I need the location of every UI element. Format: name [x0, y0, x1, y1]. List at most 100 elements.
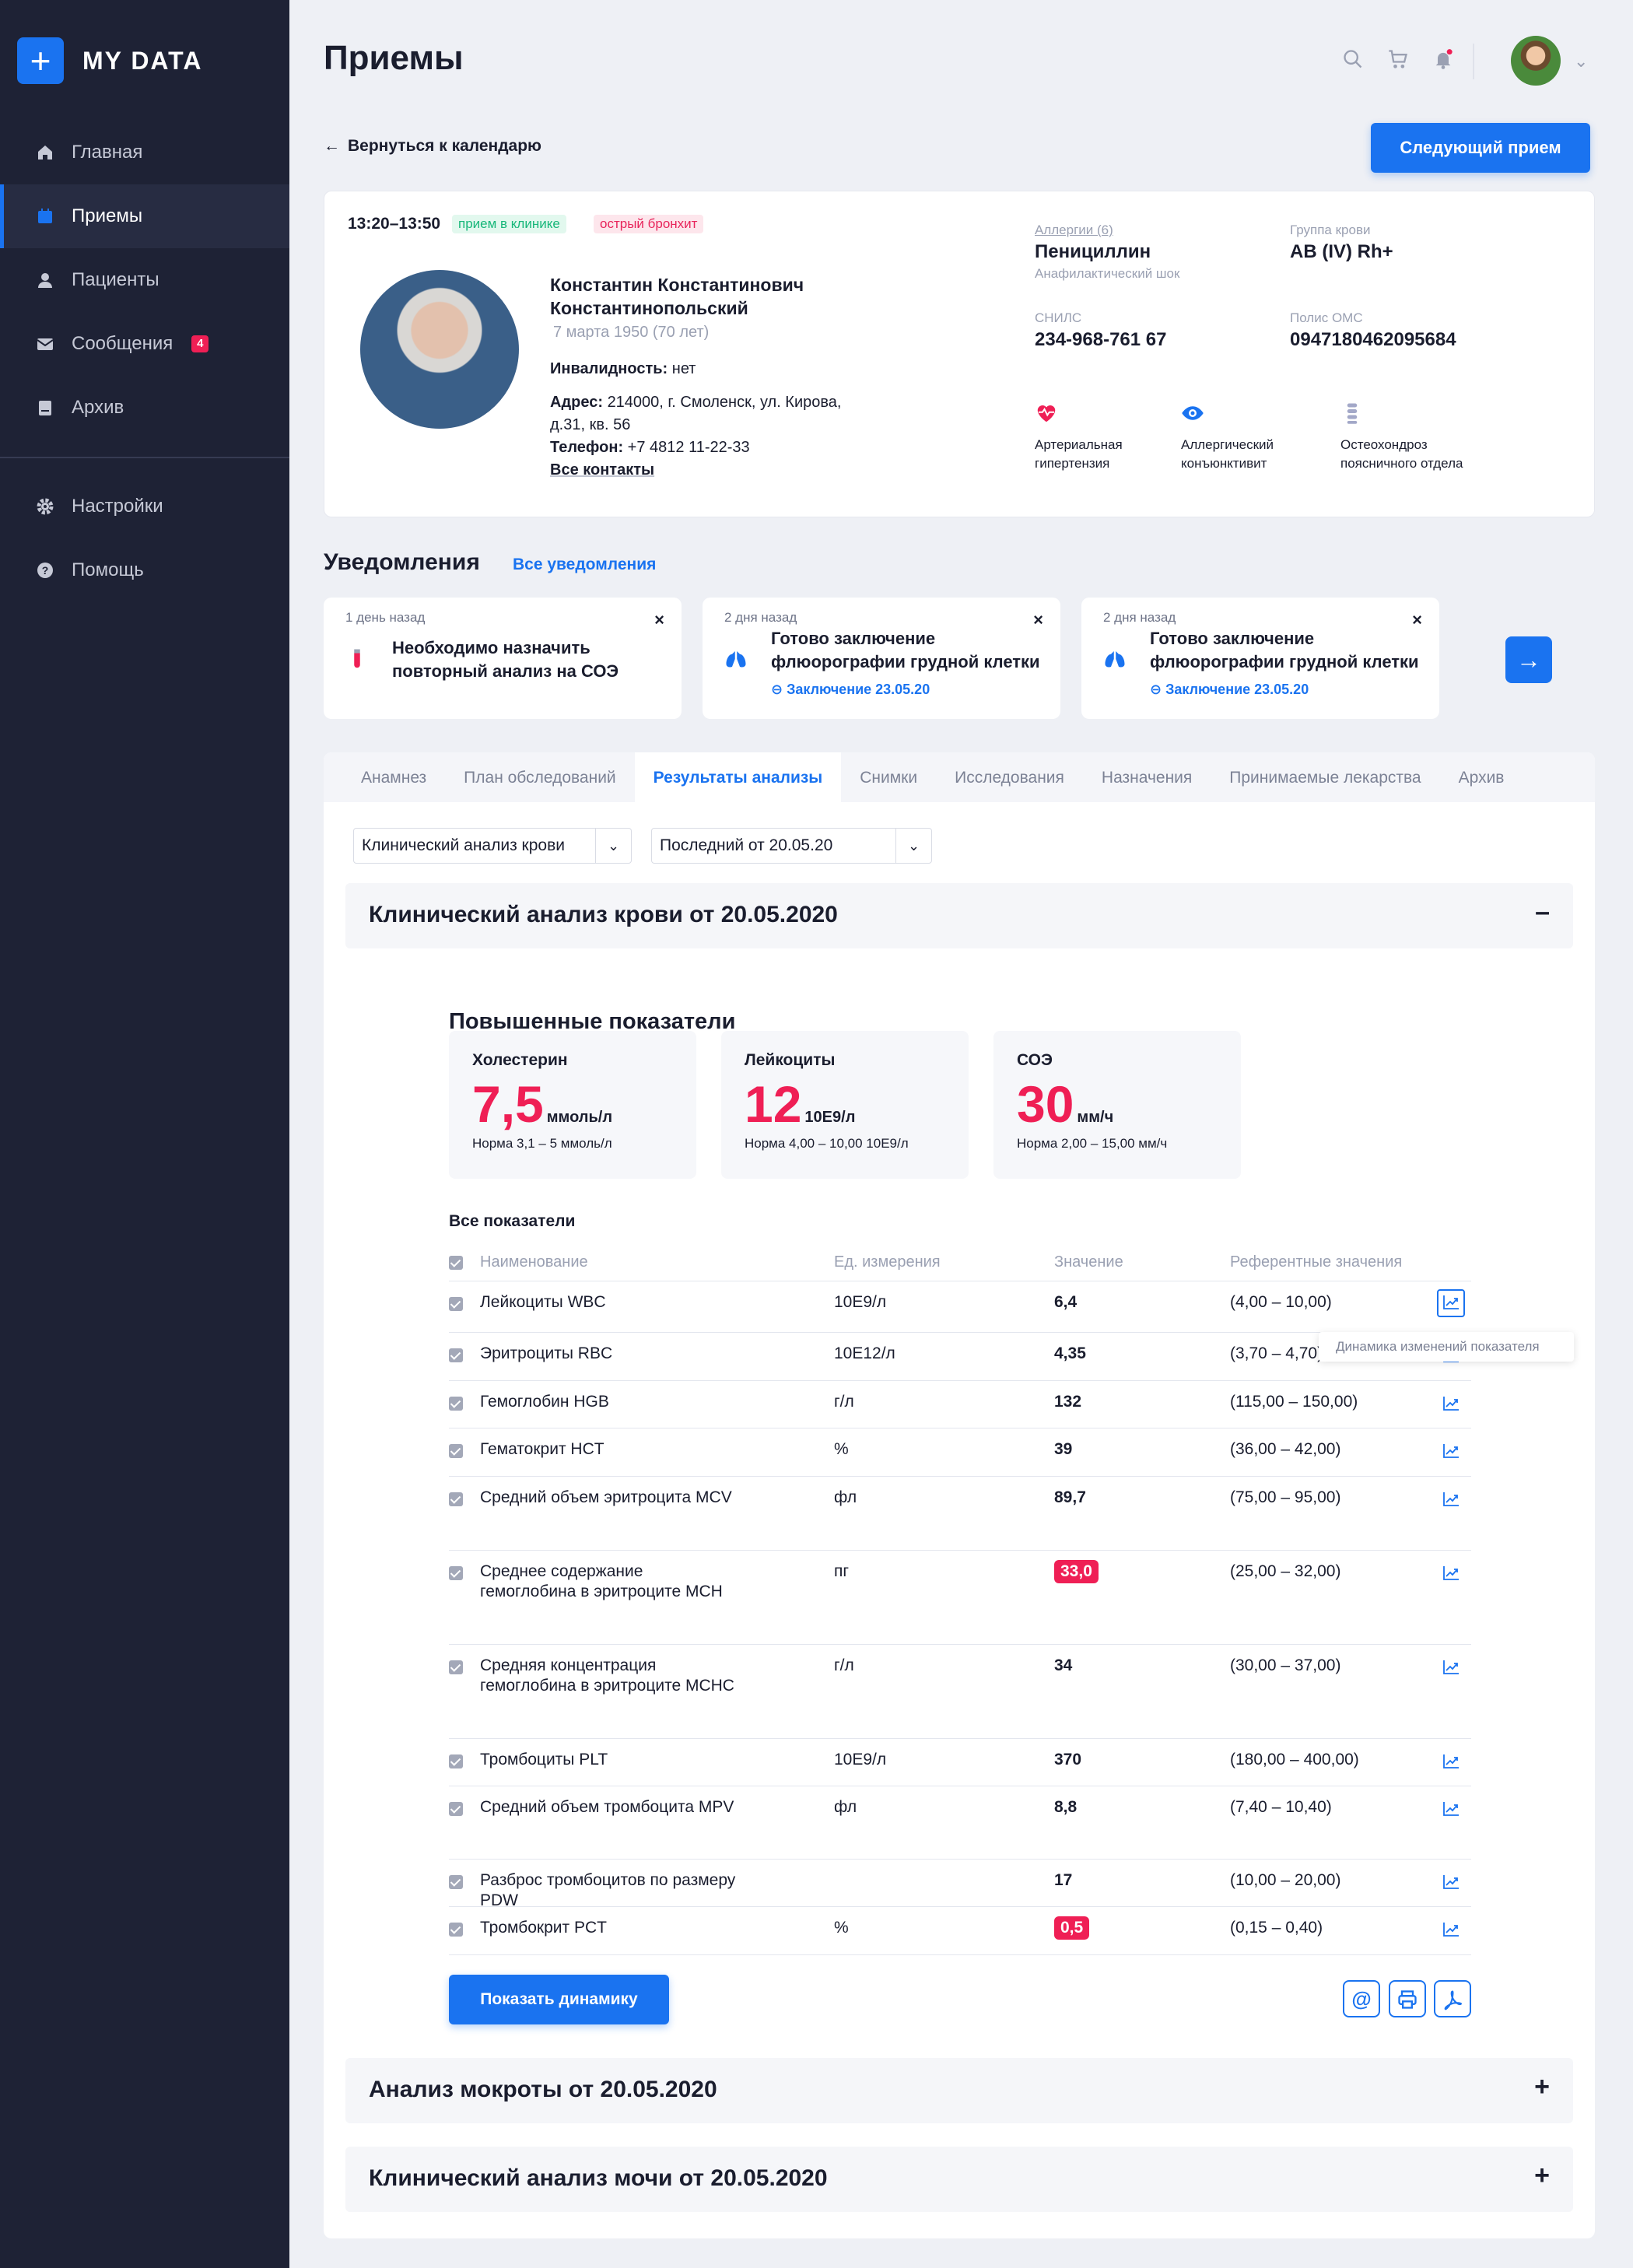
notification-text: Готово заключение флюорографии грудной к…	[1150, 629, 1419, 671]
row-checkbox[interactable]	[449, 1444, 463, 1458]
unread-badge: 4	[191, 335, 209, 352]
user-avatar[interactable]	[1511, 36, 1561, 86]
notification-card[interactable]: 2 дня назад × Готово заключение флюорогр…	[1081, 598, 1439, 719]
notification-card[interactable]: 2 дня назад × Готово заключение флюорогр…	[703, 598, 1060, 719]
all-contacts-link[interactable]: Все контакты	[550, 461, 655, 478]
row-checkbox[interactable]	[449, 1297, 463, 1311]
chevron-down-icon[interactable]: ⌄	[1574, 51, 1589, 71]
sidebar-item-appointments[interactable]: Приемы	[0, 184, 289, 248]
next-appointment-button[interactable]: Следующий прием	[1371, 123, 1590, 173]
expand-icon[interactable]: +	[1534, 2161, 1550, 2190]
search-icon[interactable]	[1342, 48, 1364, 74]
tab-test-results[interactable]: Результаты анализы	[634, 752, 842, 802]
logo[interactable]: + MY DATA	[17, 37, 202, 84]
indicator-value: 0,5	[1054, 1916, 1090, 1940]
metric-card: Лейкоциты 12 10E9/л Норма 4,00 – 10,00 10…	[721, 1031, 969, 1179]
cart-icon[interactable]	[1387, 48, 1409, 74]
analysis-date-select[interactable]: Последний от 20.05.20 ⌄	[651, 828, 932, 864]
row-checkbox[interactable]	[449, 1660, 463, 1674]
conclusion-link[interactable]: ⊖ Заключение 23.05.20	[771, 682, 930, 698]
tab-exam-plan[interactable]: План обследований	[464, 769, 616, 787]
address-value: 214000, г. Смоленск, ул. Кирова, д.31, к…	[550, 394, 842, 433]
print-button[interactable]	[1389, 1980, 1426, 2017]
trend-chart-icon[interactable]	[1437, 1289, 1465, 1317]
header-divider	[1473, 44, 1474, 79]
condition-osteochondrosis[interactable]: Остеохондроз поясничного отдела	[1340, 401, 1504, 473]
notification-card[interactable]: 1 день назад × Необходимо назначить повт…	[324, 598, 682, 719]
sidebar-item-archive[interactable]: Архив	[0, 376, 289, 440]
table-body: Лейкоциты WBC 10E9/л 6,4 (4,00 – 10,00) Эрит…	[449, 1281, 1471, 1955]
tab-prescriptions[interactable]: Назначения	[1101, 769, 1193, 787]
row-checkbox[interactable]	[449, 1492, 463, 1506]
sidebar-item-help[interactable]: ? Помощь	[0, 538, 289, 602]
bell-icon[interactable]	[1432, 48, 1454, 74]
indicator-ref: (0,15 – 0,40)	[1230, 1919, 1323, 1937]
sidebar-item-patients[interactable]: Пациенты	[0, 248, 289, 312]
main-nav: Главная Приемы Пациенты Сообщения 4 Архи…	[0, 121, 289, 440]
sidebar-item-home[interactable]: Главная	[0, 121, 289, 184]
trend-chart-icon[interactable]	[1442, 1565, 1460, 1582]
indicator-value: 4,35	[1054, 1344, 1086, 1362]
trend-chart-icon[interactable]	[1442, 1395, 1460, 1412]
row-checkbox[interactable]	[449, 1802, 463, 1816]
row-checkbox[interactable]	[449, 1923, 463, 1937]
tab-anamnesis[interactable]: Анамнез	[361, 769, 427, 787]
row-checkbox[interactable]	[449, 1875, 463, 1889]
conclusion-link[interactable]: ⊖ Заключение 23.05.20	[1150, 682, 1309, 698]
patient-details: Инвалидность: нет Адрес: 214000, г. Смол…	[550, 358, 861, 482]
disability-value: нет	[671, 360, 696, 377]
pdf-icon	[1444, 1990, 1463, 2010]
close-icon[interactable]: ×	[1412, 610, 1422, 629]
indicator-ref: (36,00 – 42,00)	[1230, 1440, 1341, 1458]
metric-value-wrap: 12 10E9/л	[745, 1074, 855, 1134]
trend-chart-icon[interactable]	[1442, 1491, 1460, 1508]
row-checkbox[interactable]	[449, 1348, 463, 1362]
sidebar-item-settings[interactable]: Настройки	[0, 475, 289, 538]
allergies-field: Аллергии (6) Пенициллин Анафилактический…	[1035, 223, 1179, 282]
trend-chart-icon[interactable]	[1442, 1921, 1460, 1938]
select-all-checkbox[interactable]	[449, 1256, 463, 1270]
expand-icon[interactable]: +	[1534, 2072, 1550, 2101]
indicator-ref: (3,70 – 4,70)	[1230, 1344, 1323, 1362]
metric-unit: мм/ч	[1077, 1109, 1114, 1126]
trend-chart-icon[interactable]	[1442, 1874, 1460, 1891]
email-button[interactable]: @	[1343, 1980, 1380, 2017]
blood-test-accordion-header[interactable]: Клинический анализ крови от 20.05.2020 –	[345, 883, 1573, 948]
sidebar-item-messages[interactable]: Сообщения 4	[0, 312, 289, 376]
show-dynamics-button[interactable]: Показать динамику	[449, 1975, 669, 2024]
trend-chart-icon[interactable]	[1442, 1659, 1460, 1676]
indicator-unit: 10E9/л	[834, 1293, 887, 1311]
collapse-icon[interactable]: –	[1535, 897, 1550, 927]
all-notifications-link[interactable]: Все уведомления	[513, 556, 657, 573]
row-checkbox[interactable]	[449, 1397, 463, 1411]
trend-chart-icon[interactable]	[1442, 1800, 1460, 1818]
phone-value: +7 4812 11-22-33	[627, 439, 750, 456]
trend-chart-icon[interactable]	[1442, 1753, 1460, 1770]
next-notifications-button[interactable]: →	[1505, 636, 1552, 683]
close-icon[interactable]: ×	[654, 610, 664, 629]
urine-test-accordion-header[interactable]: Клинический анализ мочи от 20.05.2020 +	[345, 2147, 1573, 2212]
condition-conjunctivitis[interactable]: Аллергический конъюнктивит	[1181, 401, 1313, 473]
analysis-type-select[interactable]: Клинический анализ крови ⌄	[353, 828, 632, 864]
allergies-label[interactable]: Аллергии (6)	[1035, 223, 1113, 237]
close-icon[interactable]: ×	[1033, 610, 1043, 629]
back-to-calendar-link[interactable]: ← Вернуться к календарю	[324, 137, 541, 156]
arrow-left-icon: ←	[324, 137, 340, 155]
tab-archive[interactable]: Архив	[1458, 769, 1505, 787]
tab-studies[interactable]: Исследования	[955, 769, 1064, 787]
indicator-ref: (115,00 – 150,00)	[1230, 1393, 1358, 1411]
row-checkbox[interactable]	[449, 1566, 463, 1580]
snils-field: СНИЛС 234-968-761 67	[1035, 310, 1166, 351]
condition-hypertension[interactable]: Артериальная гипертензия	[1035, 401, 1159, 473]
row-checkbox[interactable]	[449, 1754, 463, 1768]
email-icon: @	[1351, 1987, 1372, 2010]
tab-medications[interactable]: Принимаемые лекарства	[1229, 769, 1421, 787]
table-row: Разброс тромбоцитов по размеру PDW 17 (10,…	[449, 1860, 1471, 1909]
tab-images[interactable]: Снимки	[860, 769, 918, 787]
sputum-test-accordion-header[interactable]: Анализ мокроты от 20.05.2020 +	[345, 2058, 1573, 2123]
indicator-unit: пг	[834, 1562, 850, 1580]
trend-chart-icon[interactable]	[1442, 1442, 1460, 1460]
table-row: Тромбоциты PLT 10E9/л 370 (180,00 – 400,00)	[449, 1739, 1471, 1786]
indicator-value: 17	[1054, 1871, 1073, 1889]
pdf-button[interactable]	[1434, 1980, 1471, 2017]
